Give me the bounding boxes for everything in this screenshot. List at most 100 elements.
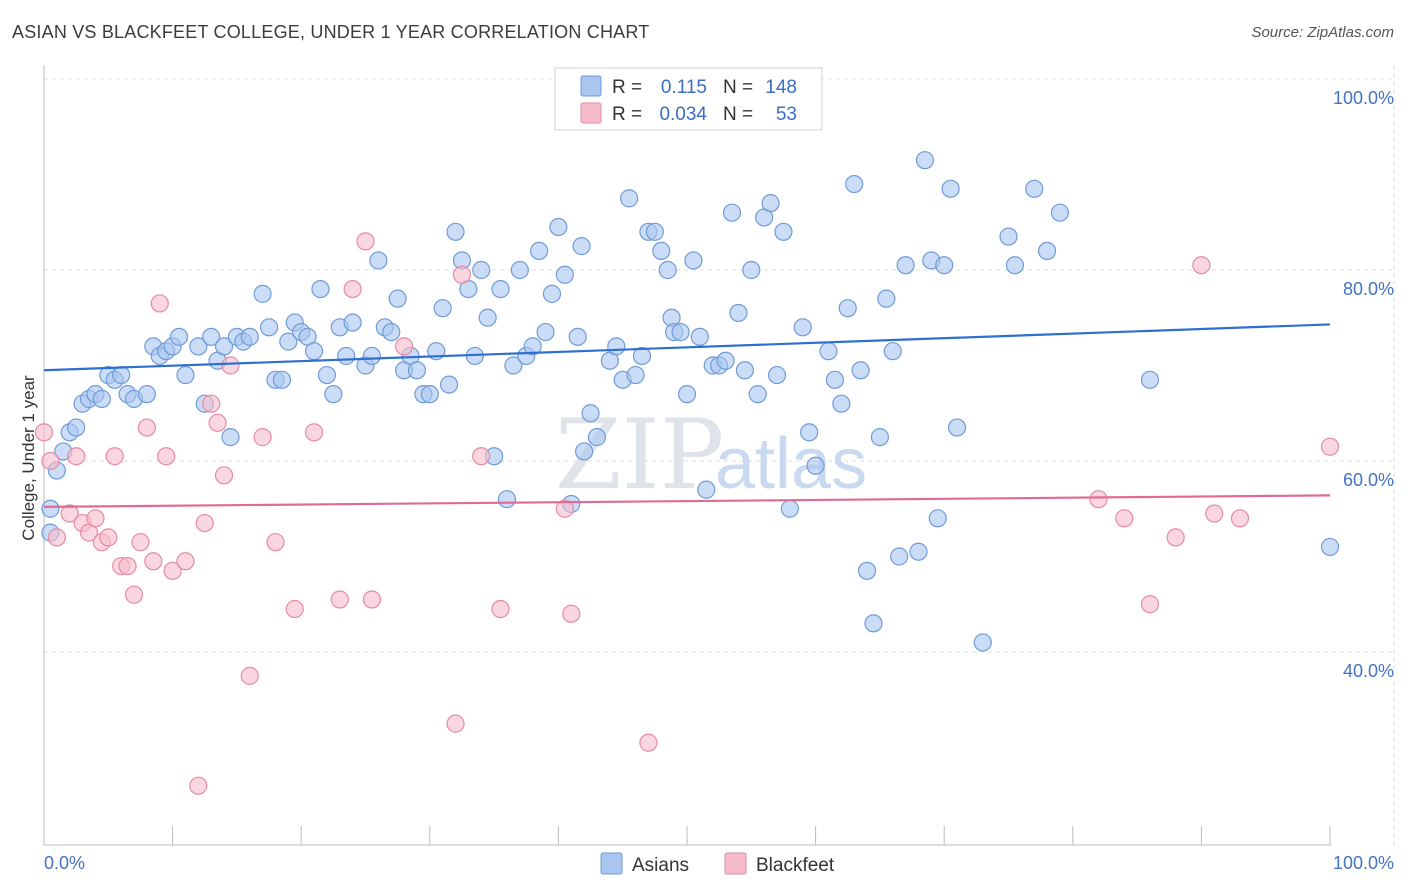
asian-point [767,365,787,385]
asian-point [671,322,690,342]
blackfeet-point [304,423,324,442]
asian-point [202,327,221,346]
asian-point [555,265,574,284]
blackfeet-point [195,513,214,533]
asian-point [407,361,427,380]
asian-point [793,318,812,337]
asian-point [999,227,1018,246]
blackfeet-point [150,294,169,313]
asian-point [870,428,890,447]
x-tick-label-min: 0.0% [44,853,85,873]
asian-point [716,351,735,370]
blackfeet-point [491,599,510,619]
asian-point [382,322,401,342]
y-tick-label: 60.0% [1343,470,1394,490]
blackfeet-points [34,232,1340,795]
asian-point [169,327,189,346]
asian-point [652,241,671,260]
blackfeet-point [34,423,54,442]
blackfeet-point [144,552,163,571]
asian-point [41,499,60,518]
asian-point [510,260,529,280]
asian-point [369,251,388,270]
blackfeet-point [157,447,176,466]
asian-point [806,456,825,475]
blackfeet-point [124,585,144,604]
asian-point [896,256,915,275]
blackfeet-point [47,528,66,547]
asian-point [690,327,709,346]
asian-point [575,442,594,461]
asian-point [337,346,356,366]
legend-swatch-asians [580,75,602,97]
asian-point [491,280,510,299]
blackfeet-point [41,451,60,471]
blackfeet-point [86,509,105,528]
asian-point [864,614,883,633]
asian-point [112,365,131,385]
asian-point [472,260,491,280]
blackfeet-point [253,428,272,447]
asian-point [388,289,407,308]
trendlines [43,323,1331,508]
blackfeet-point [446,714,465,733]
asian-point [439,375,459,394]
asian-point [941,179,960,198]
legend-n-label-2: N = [723,104,753,125]
blackfeet-point [394,337,414,356]
legend-r-label-1: R = [612,77,642,98]
asian-point [973,633,992,652]
asian-point [1025,179,1044,198]
asian-point [645,222,664,241]
asian-point [240,327,259,346]
axes: 100.0% 80.0% 60.0% 40.0% [43,65,1394,846]
blackfeet-point [362,590,382,609]
asian-point [572,237,591,256]
bottom-legend-label-asians: Asians [632,855,689,876]
asian-point [883,342,902,361]
asian-point [92,389,111,409]
asian-point [742,260,761,280]
series-legend: Asians Blackfeet [600,852,835,876]
asian-point [67,418,86,437]
blackfeet-point [452,265,472,284]
blackfeet-point [639,733,658,752]
asian-point [581,404,600,423]
correlation-legend: R = 0.115 N = 148 R = 0.034 N = 53 [554,67,823,131]
blackfeet-point [266,533,285,552]
asian-point [189,337,208,356]
asian-point [626,365,645,385]
watermark-atlas: atlas [715,424,867,504]
blackfeet-point [1089,490,1108,509]
asian-point [838,299,857,318]
asian-point [800,423,819,442]
blackfeet-point [67,447,86,466]
asian-point [780,499,799,518]
asian-point [857,561,877,580]
asian-point [620,189,639,208]
asian-point [214,337,234,356]
blackfeet-point [105,447,124,466]
asian-point [137,385,156,404]
y-tick-label: 80.0% [1343,279,1394,299]
asian-point [324,385,343,404]
asian-point [909,542,928,561]
blackfeet-point [1320,437,1340,456]
asian-point [433,299,452,318]
asian-point [928,509,947,528]
blackfeet-point [99,528,118,547]
blackfeet-point [137,418,156,437]
asian-point [774,222,793,241]
legend-r-value-1: 0.115 [661,77,707,98]
asian-point [632,346,652,366]
asian-point [851,361,870,380]
blackfeet-point [208,413,227,432]
asian-point [658,260,677,280]
blackfeet-point [343,280,362,299]
blackfeet-point [555,499,574,518]
asian-point [587,428,607,447]
blackfeet-point [285,599,304,619]
legend-n-label-1: N = [723,77,753,98]
asian-point [497,490,517,509]
